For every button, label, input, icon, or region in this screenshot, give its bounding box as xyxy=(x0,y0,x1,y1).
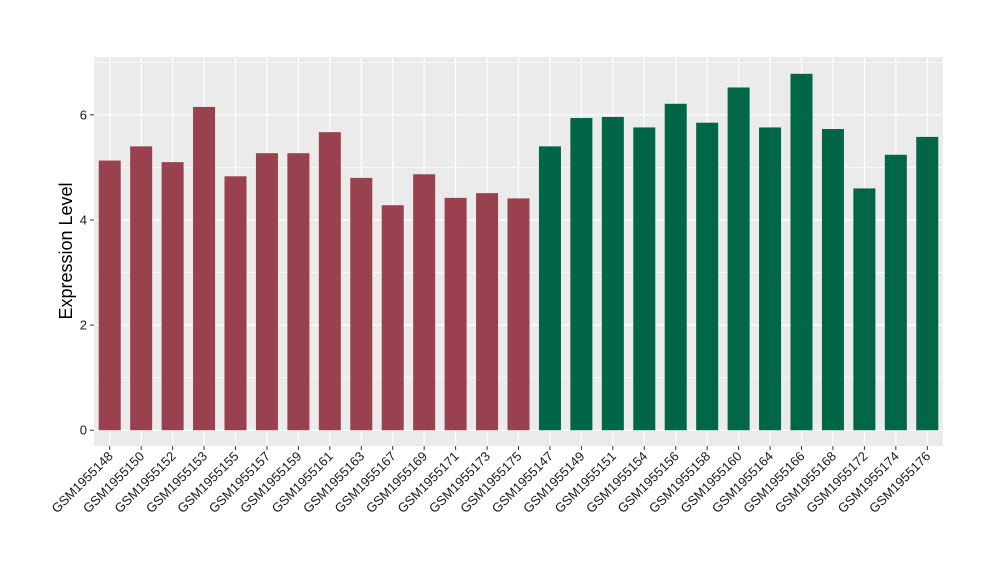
bar-GSM1955154 xyxy=(633,127,656,431)
bar-GSM1955152 xyxy=(161,162,184,431)
bar-GSM1955148 xyxy=(98,160,121,431)
bar-GSM1955163 xyxy=(350,177,373,431)
bar-GSM1955176 xyxy=(916,136,939,431)
bar-GSM1955175 xyxy=(507,198,530,431)
bar-GSM1955173 xyxy=(476,193,499,431)
bar-GSM1955160 xyxy=(727,87,750,431)
bar-GSM1955171 xyxy=(444,197,467,431)
y-axis-title: Expression Level xyxy=(56,182,76,319)
bar-GSM1955164 xyxy=(759,127,782,431)
bar-GSM1955151 xyxy=(601,116,624,431)
y-tick-label: 0 xyxy=(80,423,87,438)
bar-GSM1955159 xyxy=(287,153,310,431)
bar-GSM1955168 xyxy=(821,129,844,431)
y-tick-label: 2 xyxy=(80,318,87,333)
bar-GSM1955147 xyxy=(538,146,561,431)
bar-GSM1955155 xyxy=(224,176,247,431)
x-axis: GSM1955148GSM1955150GSM1955152GSM1955153… xyxy=(49,446,933,516)
bar-GSM1955161 xyxy=(318,132,341,431)
bar-GSM1955153 xyxy=(193,106,216,431)
bar-GSM1955158 xyxy=(696,122,719,431)
bar-GSM1955172 xyxy=(853,188,876,431)
bar-GSM1955166 xyxy=(790,73,813,431)
y-tick-label: 6 xyxy=(80,107,87,122)
y-axis: 0 2 4 6 xyxy=(80,107,94,438)
bar-GSM1955149 xyxy=(570,117,593,431)
bars xyxy=(98,73,939,431)
bar-GSM1955174 xyxy=(884,154,907,431)
bar-GSM1955150 xyxy=(130,146,153,431)
bar-GSM1955167 xyxy=(381,205,404,431)
bar-GSM1955157 xyxy=(255,153,278,431)
y-tick-label: 4 xyxy=(80,212,87,227)
bar-GSM1955156 xyxy=(664,103,687,431)
bar-GSM1955169 xyxy=(413,174,436,431)
